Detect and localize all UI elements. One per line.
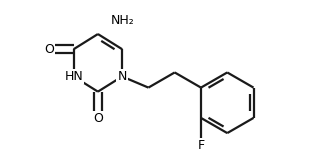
Text: N: N [118, 70, 127, 83]
Text: O: O [93, 112, 103, 125]
Text: HN: HN [64, 70, 83, 83]
Text: NH₂: NH₂ [110, 14, 134, 27]
Text: O: O [44, 43, 54, 56]
Text: F: F [197, 139, 205, 152]
